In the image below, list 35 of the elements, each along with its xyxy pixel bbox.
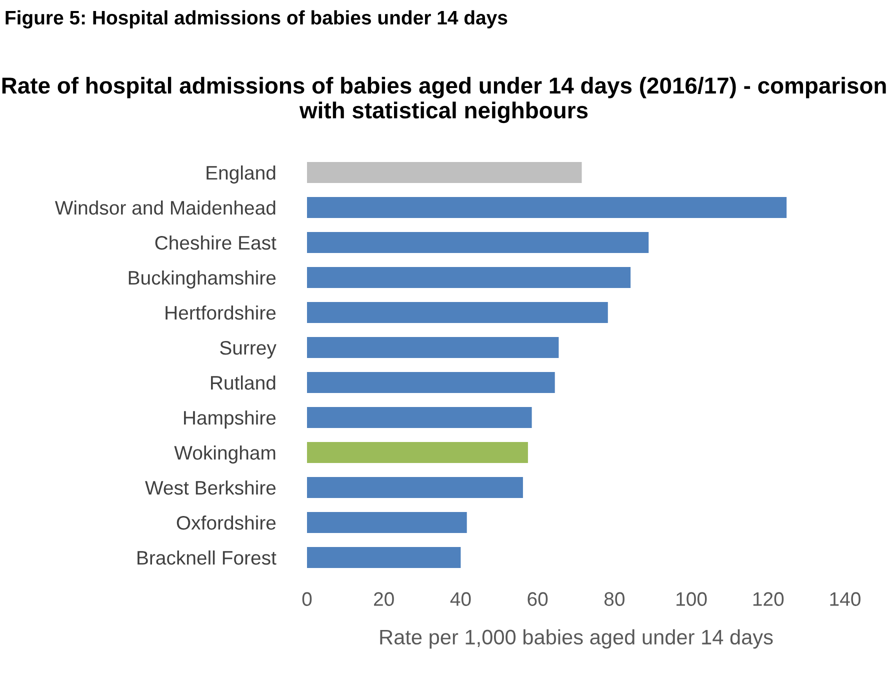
y-tick-label: West Berkshire — [145, 480, 276, 495]
y-tick-label: Bracknell Forest — [138, 550, 276, 565]
x-axis-title: Rate per 1,000 babies aged under 14 days — [380, 629, 773, 649]
x-tick-label: 40 — [450, 592, 471, 606]
chart-title: Rate of hospital admissions of babies aged under 14 days (2016/17) - comparison with statistical neighbours — [2, 76, 886, 124]
y-tick-label: Oxfordshire — [176, 515, 276, 530]
y-tick-label: Hampshire — [184, 410, 276, 429]
bar — [307, 547, 461, 568]
y-tick-label: Windsor and Maidenhead — [54, 200, 276, 215]
y-tick-label: Buckinghamshire — [128, 270, 276, 289]
x-tick-label: 120 — [753, 592, 784, 606]
bar — [307, 442, 528, 463]
y-tick-label: Wokingham — [174, 445, 276, 464]
y-tick-label: Rutland — [211, 375, 276, 390]
bar — [307, 162, 582, 183]
bar — [307, 197, 787, 218]
x-tick-label: 100 — [676, 592, 707, 606]
caption: Figure 5: Hospital admissions of babies under 14 days — [6, 10, 508, 28]
bar — [307, 477, 523, 498]
x-tick-label: 140 — [830, 592, 860, 606]
x-tick-label: 20 — [374, 592, 394, 606]
y-tick-label: Surrey — [220, 340, 276, 359]
x-tick-label: 60 — [528, 592, 548, 606]
y-tick-label: Hertfordshire — [166, 305, 276, 320]
x-tick-label: 80 — [604, 592, 624, 606]
y-tick-label: Cheshire East — [155, 235, 276, 250]
bar — [307, 372, 555, 393]
bar — [307, 512, 467, 533]
y-tick-label: England — [206, 165, 276, 184]
bar — [307, 302, 608, 323]
bar — [307, 267, 631, 288]
bar — [307, 232, 649, 253]
bar — [307, 407, 532, 428]
bar — [307, 337, 559, 358]
x-tick-label: 0 — [302, 592, 312, 606]
